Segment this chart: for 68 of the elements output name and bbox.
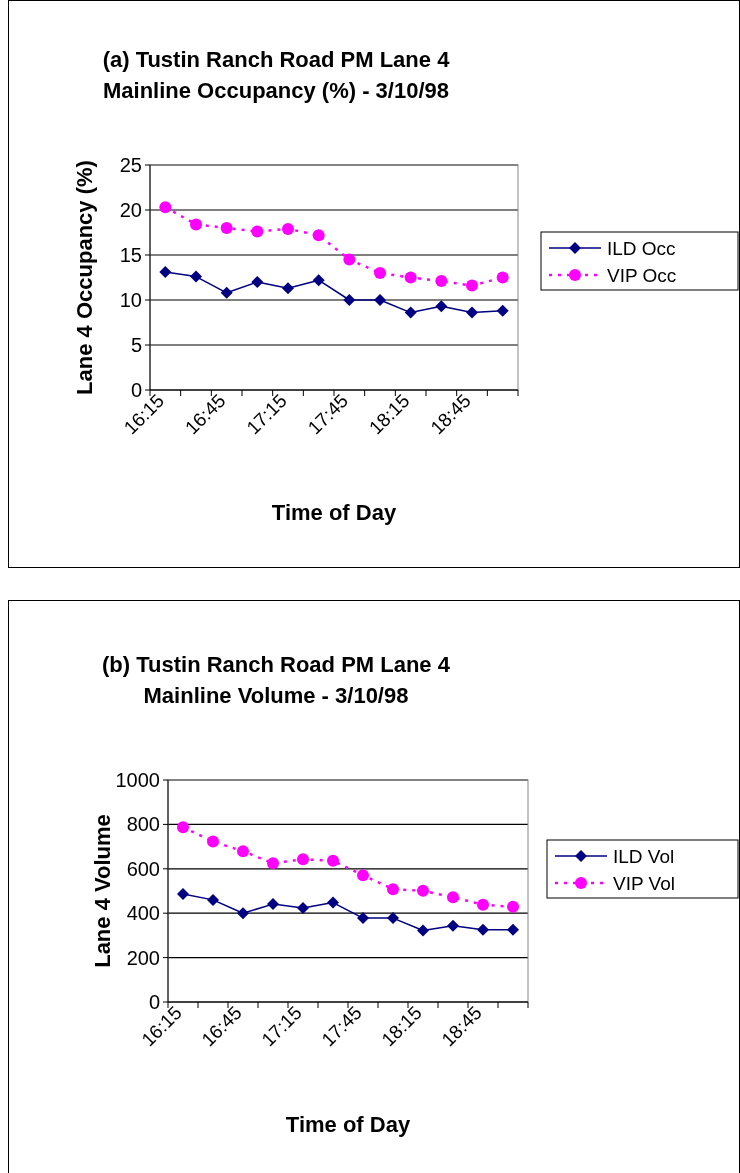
point: [357, 869, 369, 882]
point: [312, 229, 325, 242]
legend-label: VIP Vol: [613, 872, 675, 894]
point: [387, 912, 399, 925]
point: [237, 845, 249, 858]
point: [159, 201, 172, 214]
point: [417, 924, 429, 937]
point: [220, 286, 233, 299]
x-axis-title: Time of Day: [271, 500, 397, 525]
chart-title: (a) Tustin Ranch Road PM Lane 4 Mainline Occupancy (%) - 3/10/98: [102, 47, 451, 103]
point: [282, 282, 294, 295]
point: [207, 893, 219, 906]
y-tick-label: 600: [126, 857, 160, 880]
point: [374, 294, 386, 306]
point: [507, 923, 519, 936]
y-axis-title: Lane 4 Volume: [90, 814, 115, 968]
chart-title: (b) Tustin Ranch Road PM Lane 4 Mainline Volume - 3/10/98: [102, 652, 451, 708]
point: [357, 912, 369, 925]
point: [282, 222, 294, 235]
y-axis-title: Lane 4 Occupancy (%): [72, 160, 97, 395]
point: [297, 902, 309, 915]
point: [177, 821, 189, 834]
point: [496, 304, 509, 317]
point: [267, 857, 279, 870]
point: [267, 898, 279, 911]
point: [435, 300, 448, 313]
y-tick-label: 400: [126, 902, 160, 925]
point: [237, 907, 249, 920]
y-tick-label: 10: [119, 289, 142, 311]
point: [387, 883, 399, 896]
point: [327, 854, 339, 867]
point: [447, 891, 459, 904]
legend-label: ILD Occ: [607, 237, 676, 259]
point: [404, 271, 417, 284]
point: [435, 275, 448, 288]
point: [177, 888, 189, 901]
y-tick-label: 800: [126, 813, 160, 836]
y-tick-label: 25: [119, 154, 142, 176]
point: [251, 225, 264, 238]
point: [477, 923, 489, 936]
y-tick-label: 20: [119, 199, 142, 221]
point: [297, 853, 309, 866]
point: [374, 267, 386, 279]
point: [466, 279, 478, 292]
point: [220, 222, 233, 234]
point: [327, 896, 339, 909]
point: [404, 306, 417, 319]
point: [466, 306, 478, 319]
point: [447, 919, 459, 932]
legend-label: VIP Occ: [607, 264, 677, 286]
point: [496, 271, 509, 284]
y-tick-label: 1000: [115, 769, 160, 791]
point: [207, 835, 219, 848]
legend-label: ILD Vol: [613, 845, 675, 867]
point: [507, 900, 519, 913]
point: [343, 294, 356, 306]
y-tick-label: 200: [126, 946, 160, 969]
point: [312, 274, 325, 287]
y-tick-label: 5: [130, 334, 142, 356]
point: [417, 884, 429, 897]
x-axis-title: Time of Day: [285, 1112, 411, 1137]
point: [190, 270, 202, 283]
point: [251, 276, 264, 288]
y-tick-label: 15: [119, 244, 142, 266]
point: [159, 266, 172, 279]
point: [477, 898, 489, 911]
point: [343, 253, 356, 266]
point: [190, 218, 202, 231]
